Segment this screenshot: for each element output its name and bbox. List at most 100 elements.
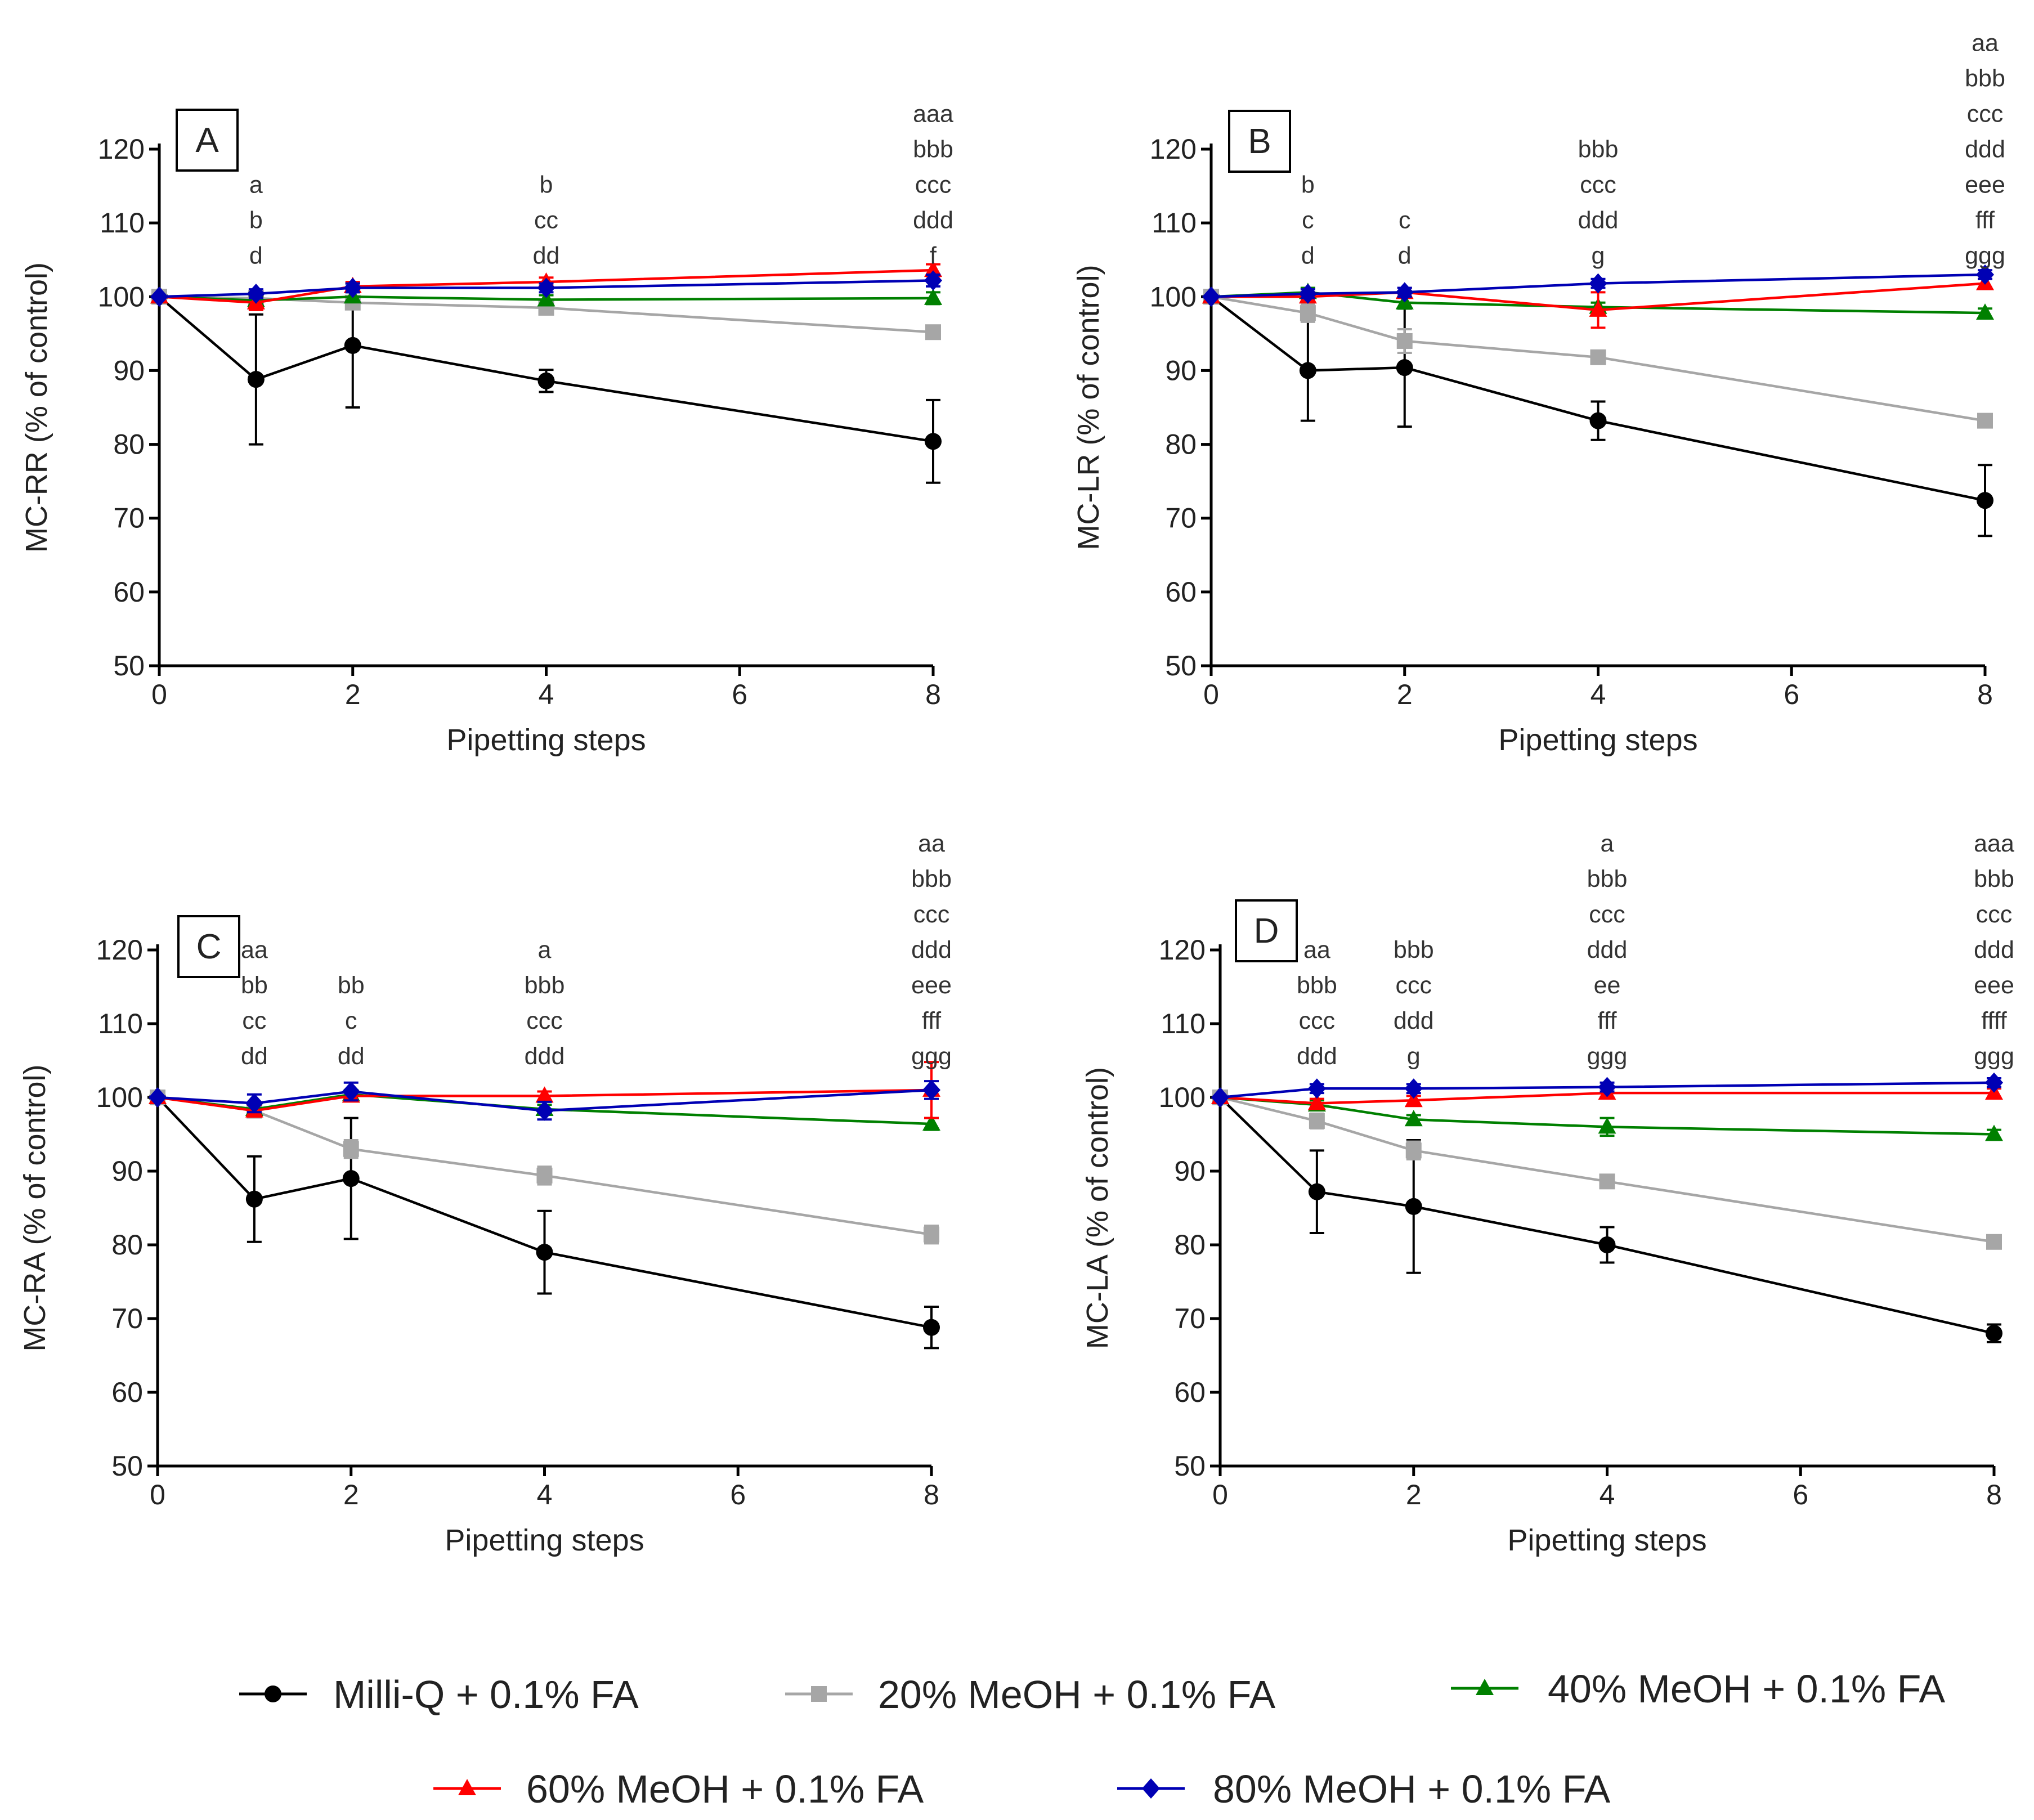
legend-marker-icon	[1476, 1679, 1494, 1695]
significance-annotation: cd	[1398, 207, 1412, 269]
y-tick-label: 70	[113, 503, 145, 534]
panel-label-box	[177, 915, 240, 978]
data-point	[1395, 282, 1414, 303]
y-tick-label: 50	[1174, 1450, 1206, 1482]
y-tick-label: 80	[113, 429, 145, 460]
y-axis-title: MC-LA (% of control)	[1081, 1067, 1114, 1349]
chart-panel-D: 50 60 70 80 90 100 110 120 0 2 4 6 8 Pipetting steps M…	[1081, 830, 2014, 1557]
annotation-line: bb	[241, 972, 268, 999]
data-point	[1298, 284, 1317, 304]
series-meoh80	[149, 1079, 940, 1121]
annotation-line: cc	[534, 207, 558, 234]
data-point	[924, 261, 942, 277]
data-point	[1977, 413, 1993, 429]
y-tick-label: 60	[1165, 576, 1197, 608]
data-point	[1405, 1142, 1422, 1159]
annotation-line: aa	[1972, 29, 1999, 56]
annotation-line: eee	[1974, 972, 2014, 999]
significance-annotation: bcd	[1301, 171, 1315, 269]
y-axis-title: MC-LR (% of control)	[1072, 265, 1105, 550]
y-tick-label: 50	[113, 650, 145, 682]
x-tick-label: 6	[1784, 679, 1799, 710]
annotation-line: ccc	[526, 1007, 563, 1034]
annotation-line: a	[249, 171, 263, 198]
data-point	[343, 1141, 359, 1157]
data-point	[1589, 300, 1607, 317]
legend-label: Milli-Q + 0.1% FA	[333, 1673, 639, 1716]
data-point	[925, 433, 942, 450]
annotation-line: aa	[918, 830, 945, 857]
x-tick-label: 2	[1397, 679, 1413, 710]
annotation-line: ggg	[1587, 1043, 1628, 1070]
data-point	[1299, 362, 1316, 379]
significance-annotation: bbb ccc ddd g	[1394, 936, 1434, 1070]
x-tick-label: 4	[537, 1479, 553, 1510]
legend-label: 60% MeOH + 0.1% FA	[526, 1767, 924, 1811]
annotation-line: ddd	[1297, 1043, 1337, 1070]
data-point	[247, 284, 265, 304]
x-tick-label: 2	[343, 1479, 359, 1510]
annotation-line: ggg	[1974, 1043, 2014, 1070]
y-tick-label: 110	[100, 207, 145, 239]
annotation-line: bbb	[1587, 866, 1628, 893]
annotation-line: g	[1407, 1043, 1421, 1070]
annotation-line: bbb	[913, 136, 953, 163]
annotation-line: b	[249, 207, 263, 234]
x-tick-label: 4	[1600, 1479, 1615, 1510]
annotation-line: d	[1301, 242, 1315, 269]
legend-marker-icon	[1142, 1778, 1160, 1799]
significance-annotation: a bbb ccc ddd	[525, 936, 565, 1070]
panel-label-box	[176, 109, 239, 172]
annotation-line: ddd	[1965, 136, 2005, 163]
x-tick-label: 8	[925, 679, 941, 710]
annotation-line: a	[1601, 830, 1614, 857]
data-point	[535, 1100, 554, 1121]
y-tick-label: 120	[1159, 934, 1206, 966]
annotation-line: bbb	[525, 972, 565, 999]
x-tick-label: 6	[730, 1479, 746, 1510]
panel-label-box	[1235, 899, 1298, 962]
y-tick-label: 80	[111, 1229, 143, 1261]
annotation-line: bbb	[1578, 136, 1619, 163]
annotation-line: bb	[338, 972, 365, 999]
y-tick-label: 70	[1165, 503, 1197, 534]
significance-annotation: aa bbb ccc ddd eee fff ggg	[1965, 29, 2005, 269]
annotation-line: bbb	[1394, 936, 1434, 963]
series-meoh20	[1212, 1090, 2002, 1250]
x-tick-label: 0	[1212, 1479, 1228, 1510]
series-milliq	[1212, 1089, 2002, 1343]
significance-annotation: aa bb cc dd	[241, 936, 268, 1070]
data-point	[1404, 1091, 1423, 1108]
data-point	[245, 1093, 263, 1114]
significance-annotation: a bbb ccc ddd ee fff ggg	[1587, 830, 1628, 1070]
data-point	[924, 1226, 939, 1243]
y-tick-label: 80	[1174, 1229, 1206, 1261]
data-point	[1977, 492, 1993, 509]
data-point	[1589, 412, 1607, 429]
annotation-line: bbb	[1974, 866, 2014, 893]
data-point	[1598, 1077, 1616, 1097]
y-tick-label: 110	[1161, 1008, 1206, 1039]
x-tick-label: 8	[924, 1479, 939, 1510]
y-tick-label: 100	[98, 281, 145, 312]
annotation-line: c	[1399, 207, 1411, 234]
annotation-line: dd	[533, 242, 560, 269]
data-point	[537, 290, 555, 307]
annotation-line: f	[930, 242, 937, 269]
data-point	[342, 1081, 360, 1102]
y-tick-label: 110	[1152, 207, 1197, 239]
annotation-line: c	[1302, 207, 1314, 234]
y-tick-label: 120	[98, 133, 145, 165]
data-point	[342, 1170, 360, 1187]
annotation-line: cc	[242, 1007, 266, 1034]
annotation-line: g	[1592, 242, 1605, 269]
annotation-line: ddd	[1587, 936, 1628, 963]
significance-annotation: aa bbb ccc ddd	[1297, 936, 1337, 1070]
annotation-line: ccc	[1589, 901, 1625, 928]
y-tick-label: 50	[1165, 650, 1197, 682]
annotation-line: ccc	[1396, 972, 1432, 999]
annotation-line: ccc	[1299, 1007, 1336, 1034]
data-point	[247, 371, 265, 388]
data-point	[1404, 1110, 1423, 1127]
